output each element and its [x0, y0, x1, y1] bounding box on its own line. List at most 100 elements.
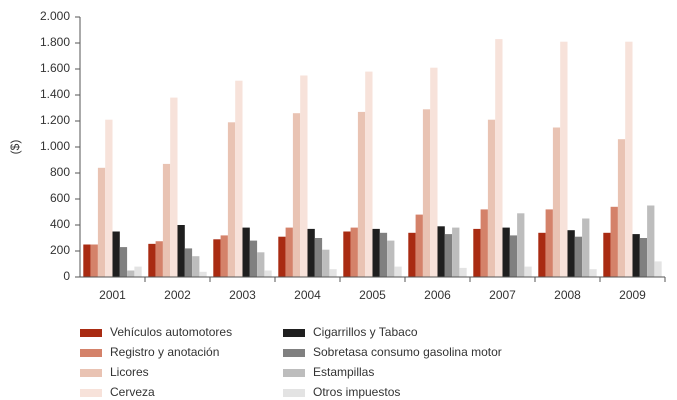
bar [127, 270, 135, 277]
bar [155, 241, 163, 277]
bar [567, 230, 575, 277]
bar [242, 227, 250, 277]
bar [105, 119, 113, 277]
bar [387, 240, 395, 277]
bar [552, 127, 561, 277]
bar [357, 111, 366, 278]
x-tick-label: 2007 [489, 288, 516, 302]
legend-swatch [80, 389, 102, 397]
x-tick-label: 2009 [619, 288, 646, 302]
bar [459, 267, 467, 277]
legend-label: Cigarrillos y Tabaco [313, 325, 418, 339]
bar [170, 97, 178, 277]
bar [322, 249, 330, 277]
legend-swatch [283, 389, 305, 397]
bar [300, 75, 308, 277]
bar [632, 234, 640, 277]
bar [625, 41, 633, 278]
bar [560, 41, 568, 278]
legend-label: Estampillas [313, 365, 374, 379]
bar [162, 163, 171, 277]
legend-swatch [283, 349, 305, 357]
bar [394, 266, 402, 277]
bar [227, 122, 236, 277]
y-tick-label: 1.000 [40, 139, 70, 153]
bar [257, 252, 265, 277]
bar [148, 243, 156, 277]
bar [574, 236, 583, 277]
y-tick-label: 400 [50, 217, 70, 231]
bar [264, 270, 272, 277]
legend-swatch [283, 369, 305, 377]
bar [379, 232, 388, 277]
bar [343, 231, 351, 277]
y-tick-label: 2.000 [40, 9, 70, 23]
y-tick-label: 800 [50, 165, 70, 179]
bar [177, 225, 185, 277]
y-tick-label: 600 [50, 191, 70, 205]
bar [617, 139, 626, 277]
bar [422, 109, 431, 277]
bar [90, 244, 98, 277]
bar [517, 213, 525, 277]
bar [134, 266, 142, 277]
legend-swatch [283, 329, 305, 337]
bar [184, 248, 193, 277]
y-tick-label: 1.800 [40, 35, 70, 49]
bar [249, 240, 258, 277]
bar [610, 206, 618, 277]
bar [285, 227, 293, 277]
bar [350, 227, 358, 277]
bar [307, 228, 315, 277]
legend-label: Licores [110, 365, 149, 379]
bar [502, 227, 510, 277]
legend-label: Registro y anotación [110, 345, 219, 359]
bar [365, 71, 373, 277]
bar [647, 205, 655, 277]
bar [603, 232, 611, 277]
x-tick-label: 2006 [424, 288, 451, 302]
bar [639, 238, 648, 277]
y-tick-label: 200 [50, 243, 70, 257]
bar [278, 236, 286, 277]
x-tick-label: 2001 [99, 288, 126, 302]
x-tick-label: 2003 [229, 288, 256, 302]
bar [329, 269, 337, 277]
bar [314, 238, 323, 277]
bar [83, 244, 91, 277]
bar [430, 67, 438, 277]
x-tick-label: 2008 [554, 288, 581, 302]
bar [487, 119, 496, 277]
legend-label: Sobretasa consumo gasolina motor [313, 345, 502, 359]
bar [119, 247, 128, 277]
y-tick-label: 0 [63, 269, 70, 283]
y-tick-label: 1.400 [40, 87, 70, 101]
legend-swatch [80, 329, 102, 337]
bar [192, 256, 200, 277]
y-tick-label: 1.600 [40, 61, 70, 75]
bar [452, 227, 460, 277]
bar [589, 269, 597, 277]
bar [372, 228, 380, 277]
bar [97, 167, 106, 277]
legend-label: Otros impuestos [313, 385, 400, 399]
bar [473, 228, 481, 277]
bar [220, 235, 228, 277]
bar [408, 232, 416, 277]
bar [292, 113, 301, 277]
bar [444, 234, 453, 277]
legend-label: Vehículos automotores [110, 325, 232, 339]
bar [582, 218, 590, 277]
bar [545, 209, 553, 277]
bar [480, 209, 488, 277]
legend-swatch [80, 349, 102, 357]
legend-label: Cerveza [110, 385, 155, 399]
bar [235, 80, 243, 277]
bar [112, 231, 120, 277]
x-tick-label: 2004 [294, 288, 321, 302]
bar [199, 271, 207, 277]
bar [524, 266, 532, 277]
bar [437, 226, 445, 277]
bar [509, 235, 518, 277]
